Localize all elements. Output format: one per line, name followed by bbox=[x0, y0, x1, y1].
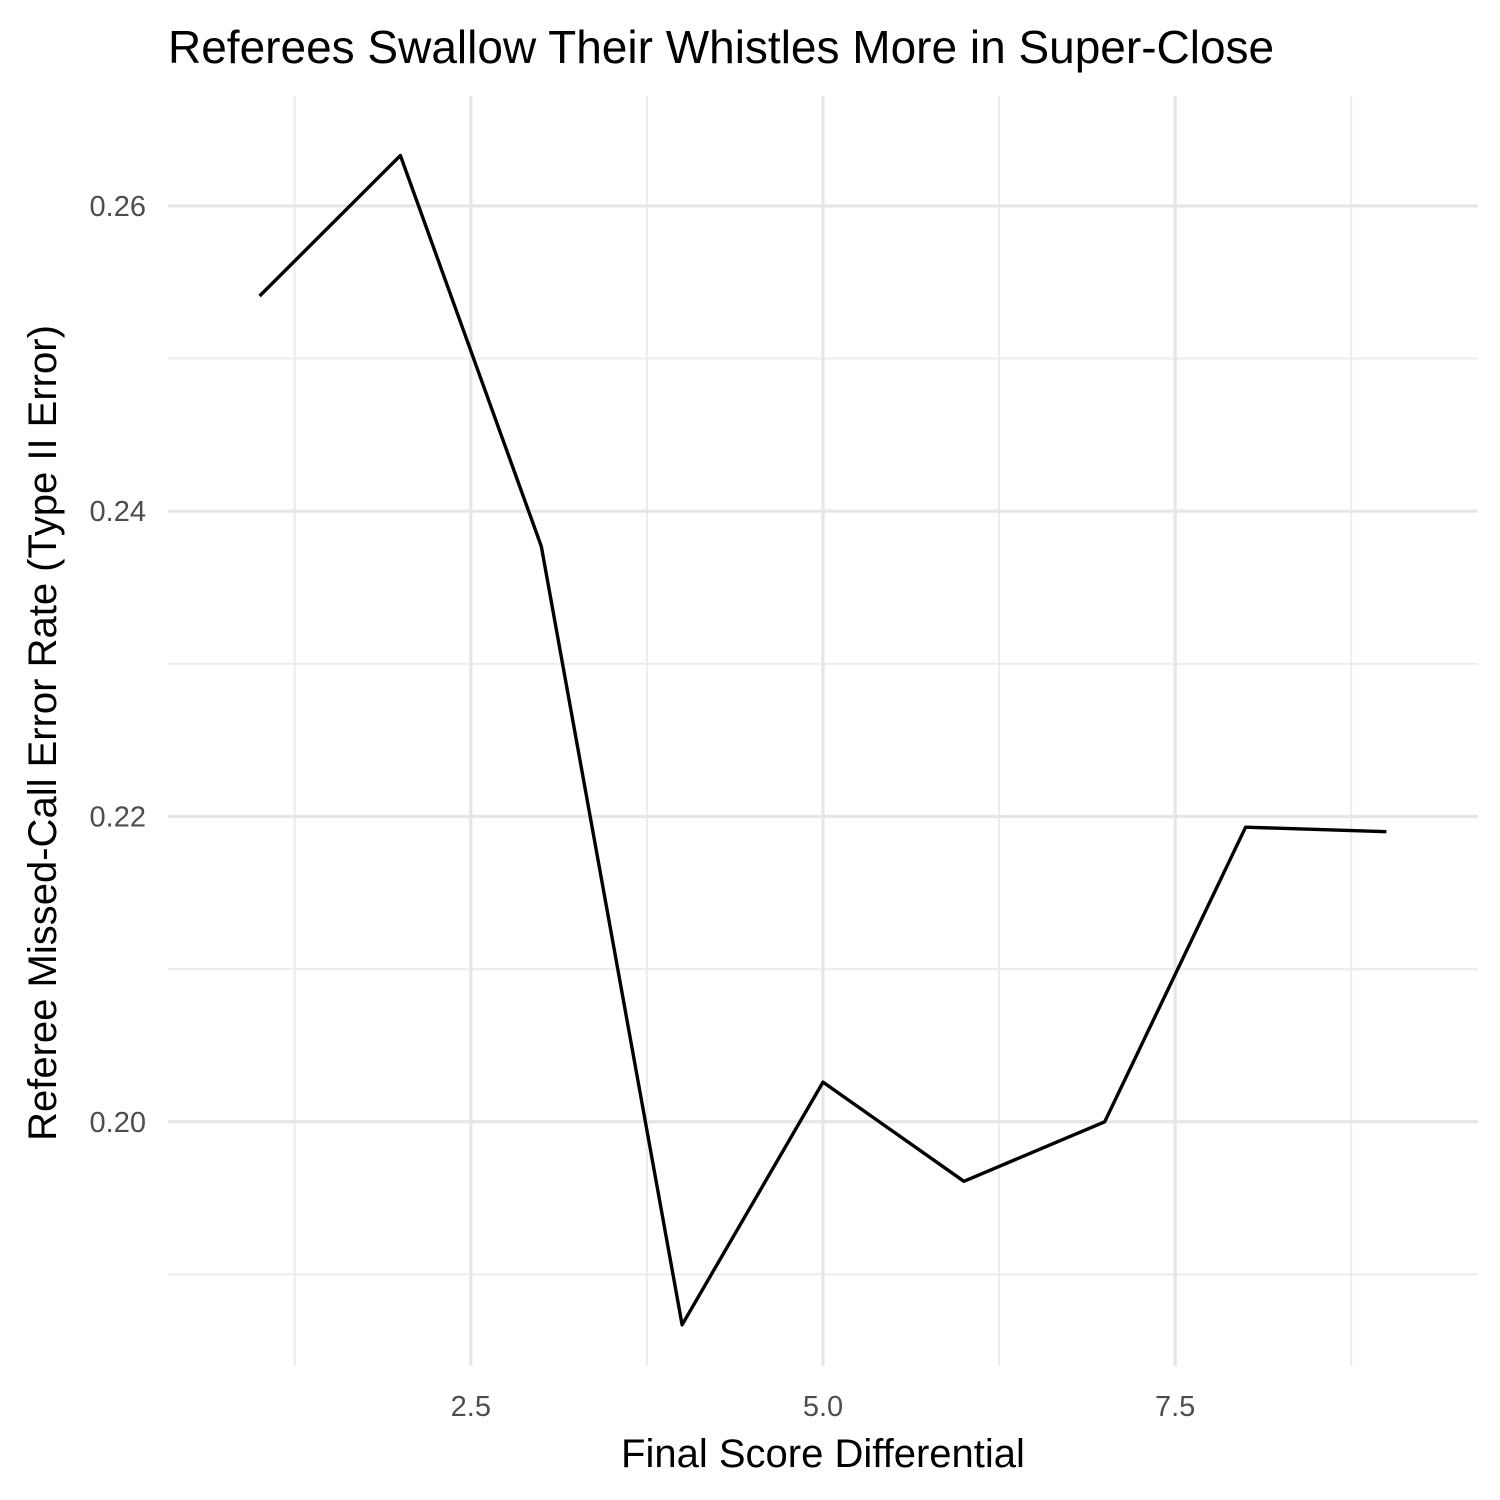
chart-title: Referees Swallow Their Whistles More in … bbox=[168, 21, 1274, 73]
y-tick-label: 0.26 bbox=[90, 191, 146, 223]
x-axis-title: Final Score Differential bbox=[621, 1432, 1025, 1476]
x-tick-label: 2.5 bbox=[451, 1391, 491, 1423]
y-tick-label: 0.22 bbox=[90, 801, 146, 833]
grid bbox=[168, 96, 1478, 1366]
y-axis-tick-labels: 0.20 0.22 0.24 0.26 bbox=[90, 191, 146, 1139]
y-tick-label: 0.24 bbox=[90, 496, 146, 528]
x-axis-tick-labels: 2.5 5.0 7.5 bbox=[451, 1391, 1196, 1423]
x-tick-label: 7.5 bbox=[1155, 1391, 1195, 1423]
x-tick-label: 5.0 bbox=[803, 1391, 843, 1423]
series bbox=[258, 153, 1387, 1327]
y-axis-title: Referee Missed-Call Error Rate (Type II … bbox=[21, 325, 65, 1141]
series-line bbox=[258, 153, 1387, 1327]
y-tick-label: 0.20 bbox=[90, 1107, 146, 1139]
